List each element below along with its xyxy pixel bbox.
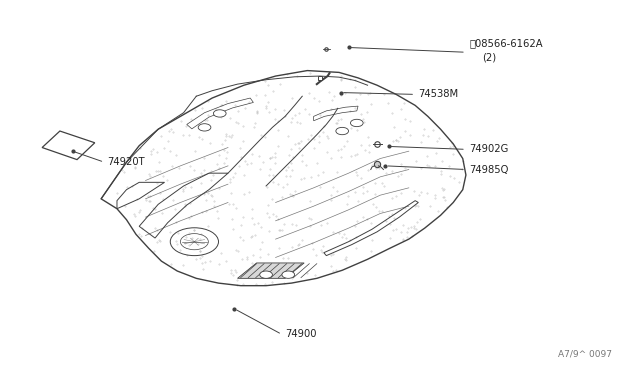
Circle shape [336, 127, 349, 135]
Text: 74985Q: 74985Q [469, 164, 508, 174]
Text: 74538M: 74538M [419, 89, 458, 99]
Circle shape [198, 124, 211, 131]
Text: 74920T: 74920T [108, 157, 145, 167]
Circle shape [260, 271, 273, 278]
Text: 74902G: 74902G [469, 144, 508, 154]
Polygon shape [237, 263, 304, 278]
Text: 74900: 74900 [285, 330, 317, 339]
Circle shape [351, 119, 363, 126]
Text: Ⓢ08566-6162A: Ⓢ08566-6162A [469, 38, 543, 48]
Circle shape [213, 110, 226, 117]
Text: A7/9^ 0097: A7/9^ 0097 [558, 349, 612, 358]
Text: (2): (2) [482, 53, 496, 63]
Circle shape [282, 271, 294, 278]
